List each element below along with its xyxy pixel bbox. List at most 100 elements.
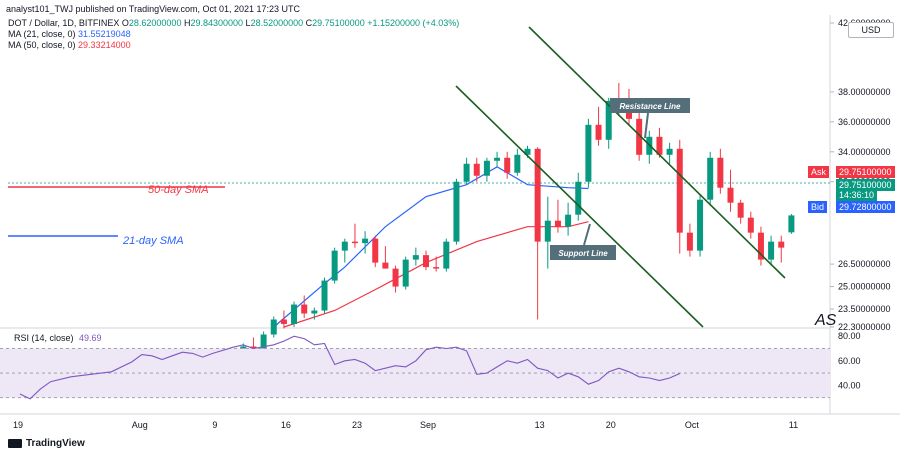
time-tick-label: 13 bbox=[535, 420, 545, 430]
close-value: 29.75100000 bbox=[312, 18, 365, 28]
candle-body bbox=[585, 124, 592, 182]
currency-button[interactable]: USD bbox=[848, 22, 894, 38]
ask-tag-label: Ask bbox=[808, 166, 830, 178]
candle-body bbox=[453, 181, 460, 242]
candlestick-series bbox=[220, 82, 795, 377]
candle-body bbox=[494, 157, 501, 161]
candle-body bbox=[402, 259, 409, 287]
candle-body bbox=[412, 255, 419, 260]
bid-tag-label: Bid bbox=[808, 201, 828, 213]
time-tick-label: 9 bbox=[212, 420, 217, 430]
rsi-tick-label: 40.00 bbox=[838, 380, 861, 390]
tradingview-logo[interactable]: TradingView bbox=[8, 438, 85, 449]
candle-body bbox=[575, 181, 582, 215]
ma21-legend: MA (21, close, 0) 31.55219048 bbox=[8, 29, 131, 39]
resistance-label-box bbox=[610, 98, 690, 113]
ask-tag-value: 29.75100000 bbox=[836, 166, 895, 178]
ma50-line bbox=[283, 221, 589, 328]
candle-body bbox=[514, 154, 521, 173]
time-tick-label: 20 bbox=[606, 420, 616, 430]
price-tick-label: 26.50000000 bbox=[838, 259, 891, 269]
candle-body bbox=[717, 157, 724, 188]
high-label: H bbox=[183, 18, 191, 28]
price-tick-label: 25.00000000 bbox=[838, 282, 891, 292]
price-tick-label: 34.00000000 bbox=[838, 147, 891, 157]
time-tick-label: 19 bbox=[13, 420, 23, 430]
symbol-name: DOT / Dollar, 1D, BITFINEX bbox=[8, 18, 120, 28]
candle-body bbox=[433, 267, 440, 269]
candle-body bbox=[483, 160, 490, 176]
trend-channel bbox=[455, 26, 786, 328]
candle-body bbox=[524, 148, 531, 155]
candle-body bbox=[747, 217, 754, 233]
bid-tag-value: 29.72800000 bbox=[836, 201, 895, 213]
candle-body bbox=[636, 118, 643, 155]
candle-body bbox=[463, 163, 470, 182]
rsi-line bbox=[19, 335, 681, 400]
open-value: 28.62000000 bbox=[128, 18, 182, 28]
support-label: Support Line bbox=[558, 249, 608, 258]
open-label: O bbox=[121, 18, 129, 28]
ma50-label: MA (50, close, 0) bbox=[8, 40, 76, 50]
time-tick-label: Aug bbox=[132, 420, 148, 430]
candle-body bbox=[423, 255, 429, 268]
moving-averages bbox=[8, 166, 830, 328]
ma50-legend: MA (50, close, 0) 29.33214000 bbox=[8, 40, 131, 50]
candle-body bbox=[331, 250, 338, 281]
resistance-trendline bbox=[528, 26, 786, 279]
sma21-annotation: 21-day SMA bbox=[122, 235, 184, 247]
price-tick-label: 23.50000000 bbox=[838, 304, 891, 314]
support-label-box bbox=[550, 245, 616, 260]
tradingview-logo-icon bbox=[8, 439, 22, 448]
watermark: AS bbox=[814, 312, 837, 329]
rsi-value: 49.69 bbox=[79, 333, 102, 343]
countdown-tag: 14:36:10 bbox=[836, 189, 878, 201]
ma21-value: 31.55219048 bbox=[78, 29, 131, 39]
candle-body bbox=[737, 202, 744, 218]
chart-frame bbox=[0, 15, 900, 415]
candle-body bbox=[362, 238, 369, 244]
candle-body bbox=[605, 100, 612, 140]
candle-body bbox=[778, 241, 785, 248]
candle-body bbox=[321, 280, 328, 311]
candle-body bbox=[656, 136, 663, 155]
candle-body bbox=[260, 334, 267, 353]
change-value: +1.15200000 (+4.03%) bbox=[367, 18, 460, 28]
time-tick-label: 11 bbox=[789, 420, 798, 430]
low-label: L bbox=[245, 18, 251, 28]
candle-body bbox=[565, 214, 572, 227]
time-tick-label: 23 bbox=[352, 420, 362, 430]
rsi-label: RSI (14, close) bbox=[14, 333, 74, 343]
candle-body bbox=[351, 241, 358, 244]
candle-body bbox=[686, 232, 693, 251]
rsi-tick-label: 60.00 bbox=[838, 356, 861, 366]
candle-body bbox=[697, 199, 704, 251]
candle-body bbox=[443, 241, 450, 269]
close-label: C bbox=[305, 18, 313, 28]
last-price-tag: 29.75100000 bbox=[836, 179, 895, 191]
candle-body bbox=[280, 319, 287, 325]
candle-body bbox=[757, 232, 764, 260]
time-tick-label: 16 bbox=[281, 420, 291, 430]
candle-body bbox=[788, 215, 795, 233]
candle-body bbox=[382, 262, 389, 269]
resistance-pointer bbox=[644, 112, 649, 139]
sma50-annotation: 50-day SMA bbox=[148, 184, 209, 196]
candle-body bbox=[707, 157, 714, 200]
price-tick-label: 38.00000000 bbox=[838, 87, 891, 97]
low-value: 28.52000000 bbox=[250, 18, 304, 28]
publisher-line: analyst101_TWJ published on TradingView.… bbox=[6, 4, 300, 14]
time-tick-label: Sep bbox=[420, 420, 436, 430]
price-tick-label: 22.30000000 bbox=[838, 322, 891, 332]
tradingview-brand: TradingView bbox=[26, 438, 85, 449]
price-tick-label: 36.00000000 bbox=[838, 117, 891, 127]
candle-body bbox=[544, 220, 551, 242]
candle-body bbox=[392, 268, 399, 287]
resistance-label: Resistance Line bbox=[620, 102, 681, 111]
candle-body bbox=[595, 124, 602, 140]
symbol-legend: DOT / Dollar, 1D, BITFINEX O28.62000000 … bbox=[8, 18, 459, 28]
candle-body bbox=[676, 148, 683, 233]
ma21-line bbox=[273, 166, 589, 328]
candle-body bbox=[554, 220, 561, 227]
